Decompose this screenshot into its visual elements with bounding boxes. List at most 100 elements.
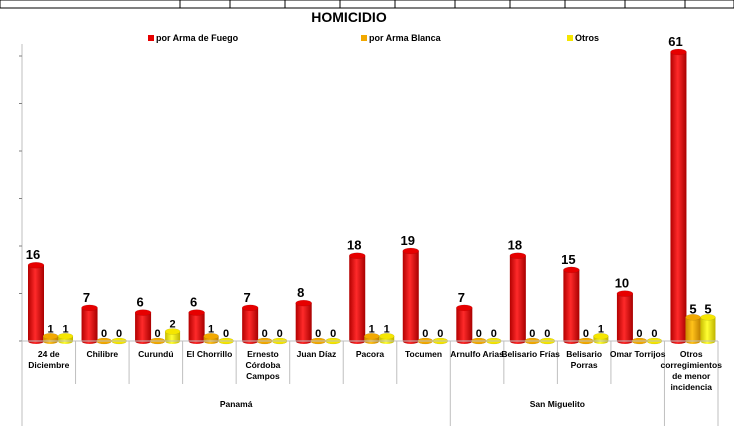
- bar-cap: [57, 333, 74, 340]
- data-label: 0: [636, 328, 642, 340]
- bar-cap: [593, 333, 609, 340]
- category-label: Chilibre: [86, 349, 118, 359]
- bar-body: [616, 293, 633, 341]
- bar-cap: [203, 333, 219, 340]
- data-label: 15: [561, 252, 575, 267]
- bar: [402, 247, 420, 344]
- bar-body: [81, 307, 98, 341]
- bar-body: [563, 269, 580, 341]
- bar-body: [349, 255, 366, 341]
- bar: [57, 333, 74, 344]
- bar: [670, 48, 687, 344]
- bar: [27, 261, 45, 344]
- data-label: 0: [277, 328, 283, 340]
- data-label: 0: [155, 328, 161, 340]
- chart-title: HOMICIDIO: [311, 9, 387, 25]
- bar: [241, 304, 259, 344]
- legend-label-1: por Arma Blanca: [369, 33, 442, 43]
- data-label: 1: [47, 323, 53, 335]
- data-label: 8: [297, 285, 304, 300]
- category-label: Pacora: [356, 349, 385, 359]
- data-label: 0: [422, 328, 428, 340]
- group-label: Panamá: [220, 399, 253, 409]
- data-label: 0: [330, 328, 336, 340]
- bar-cap: [241, 304, 259, 312]
- legend-swatch-2: [567, 35, 573, 41]
- category-label: Tocumen: [405, 349, 442, 359]
- bar-cap: [378, 333, 395, 340]
- legend-swatch-0: [148, 35, 154, 41]
- data-label: 0: [583, 328, 589, 340]
- bar: [295, 299, 312, 344]
- bar: [456, 304, 473, 344]
- data-label: 18: [508, 238, 522, 253]
- group-label: San Miguelito: [530, 399, 585, 409]
- bar: [134, 309, 152, 344]
- data-label: 0: [101, 328, 107, 340]
- bar-cap: [164, 328, 181, 335]
- bar: [188, 309, 205, 344]
- legend-label-2: Otros: [575, 33, 599, 43]
- bar-body: [670, 52, 687, 341]
- data-label: 0: [262, 328, 268, 340]
- bar-body: [295, 303, 312, 341]
- category-label: Arnulfo Arias: [450, 349, 504, 359]
- bar-body: [28, 265, 44, 341]
- top-table-strip: [0, 0, 734, 9]
- bar-body: [509, 255, 526, 341]
- category-label: 24 de Diciembre: [28, 349, 69, 370]
- data-label: 7: [458, 290, 465, 305]
- bar-cap: [456, 304, 473, 312]
- bar: [81, 304, 98, 344]
- data-label: 0: [651, 328, 657, 340]
- category-label: Juan Díaz: [297, 349, 337, 359]
- category-label: Otros corregimientos de menor incidencia: [661, 349, 723, 392]
- data-label: 1: [369, 323, 375, 335]
- bar-cap: [81, 304, 98, 312]
- bar-body: [402, 250, 419, 341]
- data-label: 0: [315, 328, 321, 340]
- bar-cap: [188, 309, 205, 316]
- category-label: Belisario Frías: [501, 349, 560, 359]
- bar-body: [685, 317, 701, 341]
- bar-body: [242, 307, 259, 341]
- bar-cap: [27, 261, 45, 269]
- data-label: 0: [116, 328, 122, 340]
- bar-body: [165, 331, 181, 341]
- bar-cap: [348, 252, 366, 259]
- bar: [348, 252, 366, 344]
- legend-swatch-1: [361, 35, 367, 41]
- data-label: 1: [598, 323, 604, 335]
- data-label: 61: [668, 34, 682, 49]
- data-label: 2: [170, 319, 176, 331]
- bar: [164, 328, 181, 344]
- data-label: 5: [704, 301, 711, 316]
- category-label: Belisario Porras: [566, 349, 602, 370]
- bar-cap: [700, 314, 716, 321]
- data-label: 18: [347, 238, 361, 253]
- bar: [685, 314, 701, 344]
- data-label: 0: [529, 328, 535, 340]
- bars: [27, 48, 716, 345]
- bar: [700, 314, 716, 344]
- data-label: 6: [190, 295, 197, 310]
- data-label: 1: [62, 323, 68, 335]
- data-label: 7: [244, 290, 251, 305]
- data-label: 5: [689, 301, 696, 316]
- data-label: 0: [491, 328, 497, 340]
- category-label: Curundú: [138, 349, 173, 359]
- category-label: Ernesto Córdoba Campos: [245, 349, 280, 381]
- y-axis: [19, 44, 23, 342]
- data-label: 0: [476, 328, 482, 340]
- bar-cap: [295, 299, 312, 307]
- category-label: Omar Torrijos: [610, 349, 666, 359]
- data-label: 0: [223, 328, 229, 340]
- data-label: 16: [26, 247, 40, 262]
- bar: [616, 290, 634, 344]
- legend: por Arma de Fuego por Arma Blanca Otros: [148, 33, 599, 43]
- bar: [509, 252, 527, 344]
- bar-body: [188, 312, 205, 341]
- data-label: 0: [544, 328, 550, 340]
